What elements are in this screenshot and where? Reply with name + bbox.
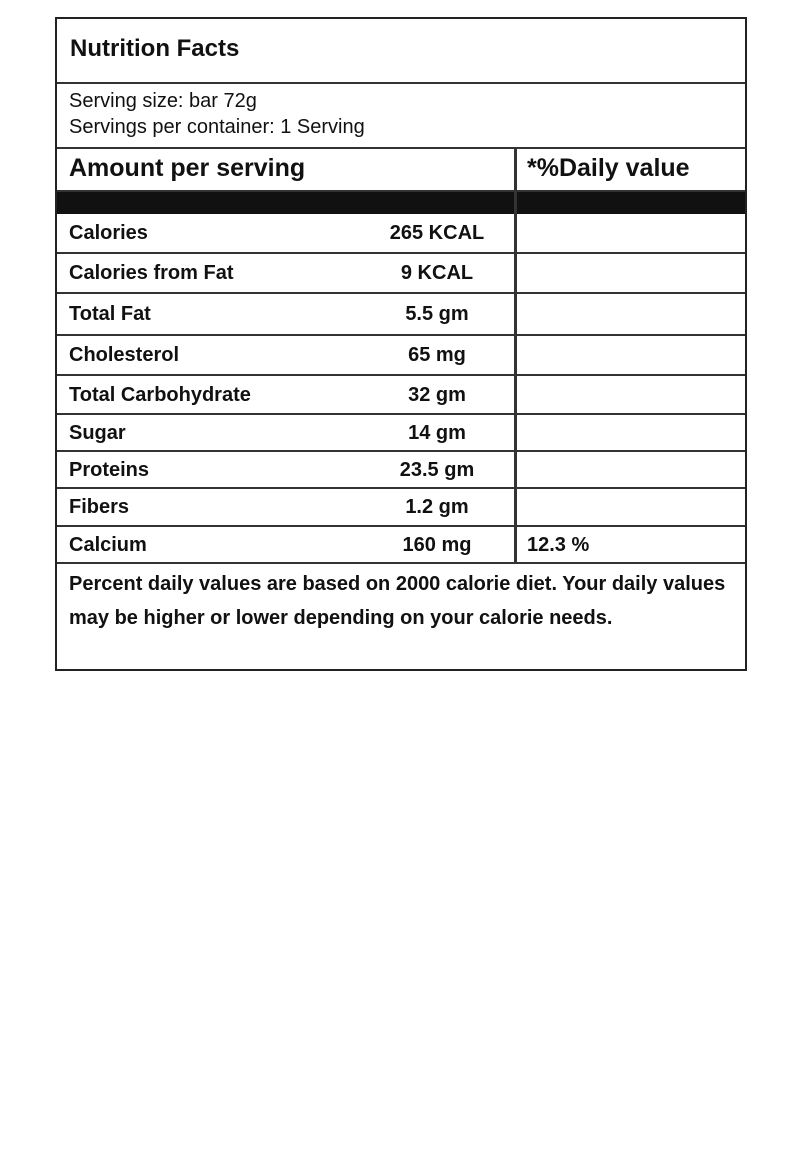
nutrient-amount: 9 KCAL — [400, 262, 474, 284]
nutrient-amount: 14 gm — [408, 422, 466, 444]
nutrient-name: Total Carbohydrate — [69, 384, 251, 406]
nutrient-amount: 5.5 gm — [405, 303, 469, 325]
nutrient-row: Cholesterol 65 mg — [57, 336, 745, 376]
nutrient-row: Total Carbohydrate 32 gm — [57, 376, 745, 415]
nutrient-row: Fibers 1.2 gm — [57, 489, 745, 527]
nutrient-row: Calories 265 KCAL — [57, 214, 745, 254]
nutrient-amount: 265 KCAL — [389, 222, 485, 244]
nutrient-amount: 1.2 gm — [405, 496, 469, 518]
nutrient-name: Calcium — [69, 534, 147, 556]
servings-per-container: Servings per container: 1 Serving — [69, 116, 365, 138]
label-title: Nutrition Facts — [57, 19, 745, 84]
nutrient-amount: 23.5 gm — [399, 459, 475, 481]
nutrient-amount: 160 mg — [402, 534, 472, 556]
nutrient-name: Proteins — [69, 459, 150, 481]
serving-size: Serving size: bar 72g — [69, 90, 257, 112]
nutrient-row: Calories from Fat 9 KCAL — [57, 254, 745, 294]
nutrient-row: Proteins 23.5 gm — [57, 452, 745, 489]
nutrient-name: Total Fat — [69, 303, 151, 325]
nutrient-name: Calories — [69, 222, 148, 244]
amount-per-serving-header: Amount per serving — [69, 154, 306, 182]
nutrient-name: Calories from Fat — [69, 262, 234, 284]
thick-divider — [57, 192, 745, 214]
nutrient-name: Cholesterol — [69, 344, 180, 366]
nutrient-name: Sugar — [69, 422, 126, 444]
footnote: Percent daily values are based on 2000 c… — [69, 573, 726, 629]
nutrition-facts-label: Nutrition Facts Serving size: bar 72g Se… — [55, 17, 747, 671]
column-divider — [514, 149, 517, 564]
column-header: Amount per serving *%Daily value — [57, 149, 745, 192]
nutrient-daily-value: 12.3 % — [527, 534, 590, 556]
nutrient-row: Sugar 14 gm — [57, 415, 745, 452]
nutrient-row: Calcium 160 mg 12.3 % — [57, 527, 745, 564]
serving-info: Serving size: bar 72g Servings per conta… — [57, 84, 745, 149]
nutrient-name: Fibers — [69, 496, 130, 518]
daily-value-header: *%Daily value — [527, 154, 690, 182]
nutrient-amount: 65 mg — [408, 344, 466, 366]
nutrient-amount: 32 gm — [408, 384, 466, 406]
nutrient-row: Total Fat 5.5 gm — [57, 294, 745, 336]
